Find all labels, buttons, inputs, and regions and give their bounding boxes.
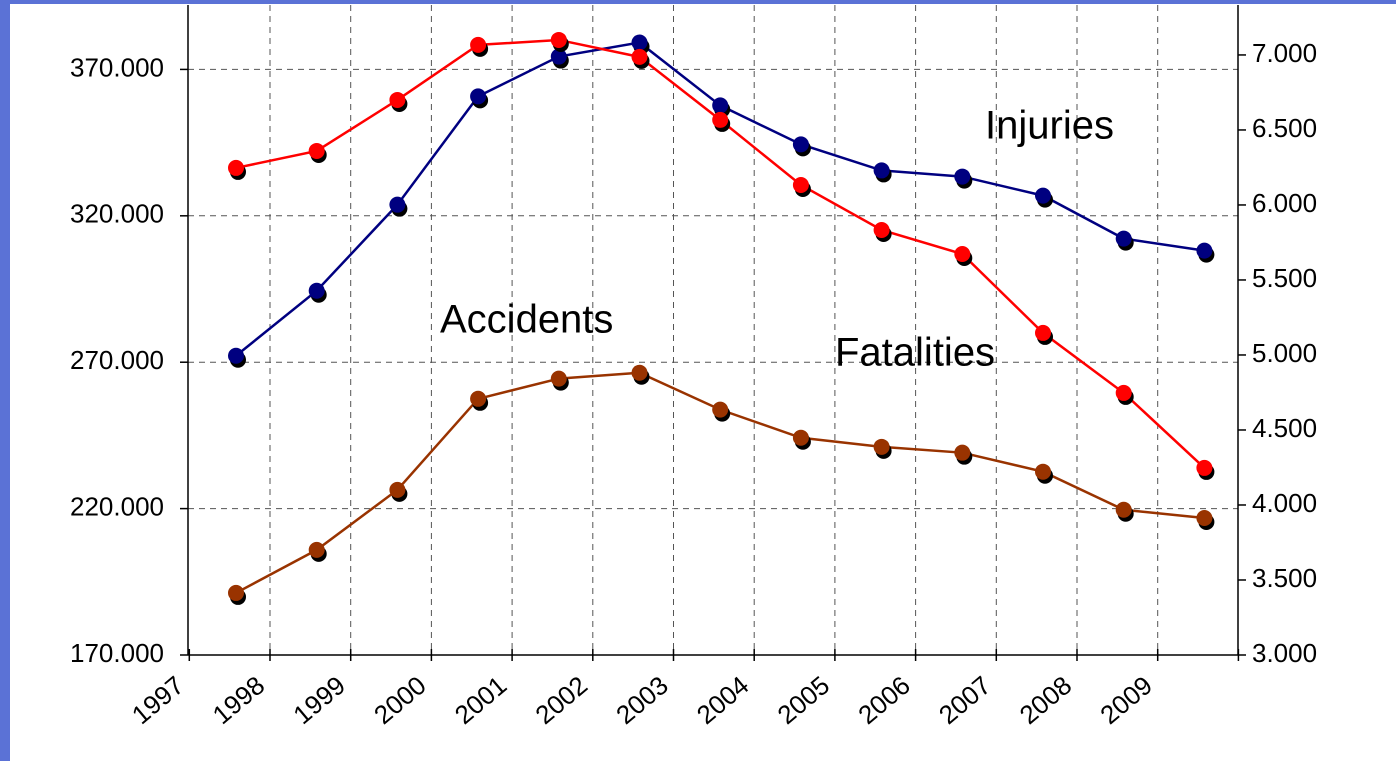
point	[550, 370, 567, 387]
point	[228, 159, 244, 176]
point	[792, 429, 809, 446]
series-label: Injuries	[985, 104, 1114, 148]
y2-tick-label: 4.000	[1252, 488, 1317, 518]
point	[873, 222, 890, 239]
point	[470, 88, 487, 105]
point	[389, 481, 406, 498]
point	[873, 438, 890, 455]
y2-tick-label: 3.500	[1252, 563, 1317, 593]
y-tick-label: 170.000	[70, 638, 164, 668]
point	[1196, 509, 1213, 526]
y2-tick-label: 5.000	[1252, 338, 1317, 368]
point	[1196, 459, 1213, 476]
point	[1196, 242, 1213, 259]
point	[712, 111, 729, 128]
point	[228, 584, 244, 601]
point	[954, 246, 971, 263]
point	[1035, 324, 1051, 341]
y2-tick-label: 3.000	[1252, 638, 1317, 668]
point	[228, 347, 244, 364]
point	[470, 390, 487, 407]
point	[631, 48, 648, 65]
point	[308, 282, 325, 299]
point	[308, 142, 325, 159]
point	[389, 196, 406, 213]
point	[954, 168, 971, 185]
point	[550, 48, 567, 65]
point	[954, 444, 971, 461]
point	[1115, 384, 1132, 401]
chart-background	[10, 4, 1396, 761]
point	[792, 136, 809, 153]
point	[712, 97, 729, 114]
point	[631, 364, 648, 381]
point	[1035, 463, 1051, 480]
point	[389, 91, 406, 108]
y-tick-label: 370.000	[70, 52, 164, 82]
point	[1115, 501, 1132, 518]
y-tick-label: 220.000	[70, 491, 164, 521]
point	[873, 162, 890, 179]
series-label: Accidents	[440, 298, 613, 342]
y2-tick-label: 7.000	[1252, 38, 1317, 68]
y2-tick-label: 6.000	[1252, 188, 1317, 218]
point	[470, 36, 487, 53]
y2-tick-label: 4.500	[1252, 413, 1317, 443]
y-tick-label: 270.000	[70, 345, 164, 375]
point	[792, 177, 809, 194]
point	[1035, 187, 1051, 204]
point	[308, 541, 325, 558]
series-label: Fatalities	[835, 331, 995, 375]
point	[712, 401, 729, 418]
y2-tick-label: 5.500	[1252, 263, 1317, 293]
point	[550, 31, 567, 48]
point	[1115, 230, 1132, 247]
point	[631, 34, 648, 51]
y-tick-label: 320.000	[70, 199, 164, 229]
y2-tick-label: 6.500	[1252, 113, 1317, 143]
